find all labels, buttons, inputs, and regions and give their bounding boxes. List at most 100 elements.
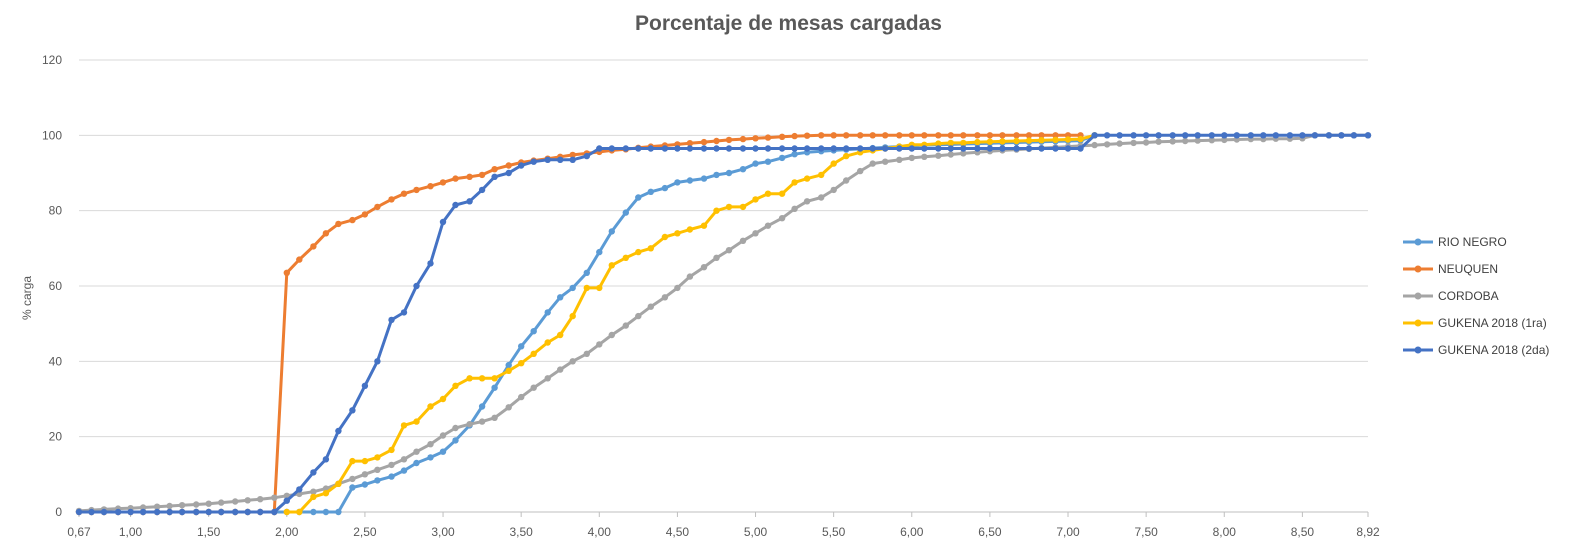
data-point [374, 477, 381, 484]
x-tick-label: 1,50 [197, 525, 221, 539]
data-point [1091, 132, 1098, 139]
data-point [608, 145, 615, 152]
data-point [153, 508, 161, 516]
data-point [583, 269, 590, 276]
data-point [439, 448, 447, 455]
data-point [205, 508, 212, 516]
data-point [635, 248, 642, 256]
data-point [935, 145, 942, 152]
data-point [752, 196, 759, 203]
data-point [388, 461, 395, 469]
data-point [1247, 132, 1255, 139]
data-point [296, 486, 303, 493]
data-point [388, 196, 395, 203]
data-point [1364, 132, 1372, 139]
data-point [349, 457, 356, 465]
data-point [791, 132, 798, 140]
data-point [974, 145, 981, 152]
data-point [530, 328, 537, 335]
series-2 [75, 132, 1372, 515]
data-point [127, 508, 134, 516]
data-point [1091, 141, 1098, 149]
data-point [166, 508, 173, 516]
x-tick-label: 7,50 [1134, 525, 1158, 539]
data-point [1052, 132, 1059, 139]
legend-swatch-marker [1414, 319, 1422, 327]
data-point [427, 183, 434, 190]
data-point [530, 350, 537, 357]
data-point [596, 341, 603, 348]
data-point [557, 294, 564, 301]
data-point [1064, 136, 1072, 143]
data-point [947, 145, 954, 152]
data-point [310, 488, 317, 495]
data-point [686, 140, 694, 147]
data-point [178, 502, 186, 509]
data-point [388, 316, 395, 324]
data-point [544, 375, 551, 382]
legend-entry: NEUQUEN [1403, 262, 1498, 276]
data-point [713, 254, 720, 261]
data-point [921, 153, 928, 160]
legend-label: NEUQUEN [1438, 262, 1498, 276]
data-point [335, 427, 342, 435]
x-tick-label: 5,50 [822, 525, 846, 539]
data-point [557, 331, 564, 339]
data-point [908, 132, 915, 139]
legend-entry: RIO NEGRO [1403, 235, 1507, 249]
x-tick-label: 2,00 [275, 525, 299, 539]
data-point [439, 218, 447, 226]
data-point [596, 284, 603, 292]
data-point [686, 177, 694, 184]
data-point [439, 179, 447, 186]
data-point [686, 273, 694, 280]
data-point [896, 132, 903, 139]
data-point [583, 350, 590, 357]
data-point [310, 508, 317, 516]
legend: RIO NEGRO NEUQUEN CORDOBA GUKENA 2018 (1ra)… [1403, 235, 1549, 357]
data-point [674, 230, 681, 237]
data-point [778, 133, 786, 140]
data-point [427, 441, 434, 448]
data-point [361, 211, 369, 218]
data-point [139, 504, 147, 511]
data-point [999, 132, 1006, 139]
data-point [1116, 132, 1123, 139]
data-point [427, 403, 434, 410]
data-point [661, 294, 669, 301]
data-point [947, 132, 954, 139]
data-point [686, 145, 694, 152]
data-point [713, 207, 720, 214]
data-point [830, 132, 837, 139]
data-point [713, 137, 720, 145]
data-point [153, 503, 161, 510]
data-point [622, 209, 629, 216]
data-point [778, 145, 786, 152]
series-4 [75, 132, 1372, 516]
data-point [1286, 132, 1294, 139]
data-point [869, 160, 876, 167]
data-point [518, 343, 525, 350]
data-point [349, 216, 356, 224]
data-point [518, 393, 525, 401]
data-point [896, 156, 903, 163]
x-tick-label: 8,00 [1213, 525, 1237, 539]
data-point [818, 145, 825, 152]
data-point [557, 156, 564, 163]
data-point [283, 269, 290, 276]
data-point [739, 166, 747, 173]
data-point [530, 384, 537, 391]
data-point [647, 145, 654, 152]
data-point [310, 243, 317, 250]
data-point [505, 367, 512, 374]
data-point [869, 145, 876, 152]
data-point [310, 469, 317, 476]
data-point [622, 254, 629, 261]
y-tick-label: 20 [49, 430, 63, 444]
data-point [505, 361, 512, 369]
data-point [960, 139, 967, 147]
x-tick-label: 1,00 [119, 525, 143, 539]
data-point [257, 508, 264, 516]
data-point [1064, 145, 1072, 152]
data-point [700, 145, 708, 152]
